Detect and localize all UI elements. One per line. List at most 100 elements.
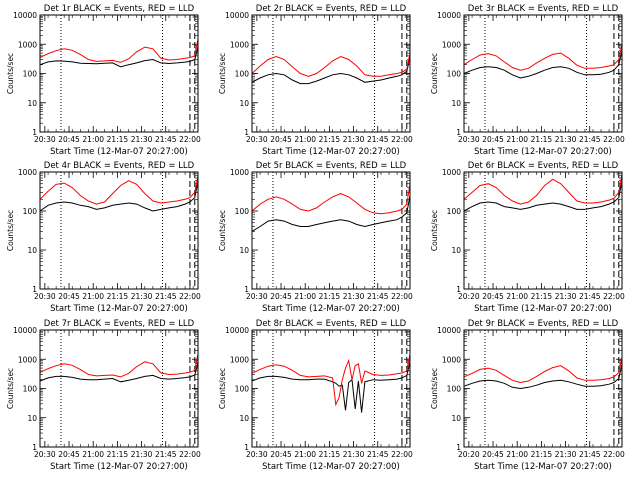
x-tick-label: 21:00 [294,450,316,459]
x-tick-label: 20:30 [246,292,268,301]
y-tick-label: 100 [23,70,38,79]
y-tick-label: 1 [456,443,461,452]
x-tick-label: 21:00 [82,450,104,459]
y-tick-label: 10 [27,246,37,255]
plot-frame [463,14,623,133]
x-tick-label: 22:00 [603,135,625,144]
x-tick-label: 21:30 [343,450,365,459]
series-line-lld [251,354,411,407]
series-line-lld [251,183,411,215]
x-tick-label: 20:20 [458,450,480,459]
panel-title: Det 2r BLACK = Events, RED = LLD [256,4,407,14]
x-tick-label: 21:45 [155,292,177,301]
series-line-events [251,361,411,413]
panel-title: Det 7r BLACK = Events, RED = LLD [44,319,195,329]
detector-panel-1: Det 1r BLACK = Events, RED = LLD Start Ti… [6,4,201,157]
y-tick-label: 10000 [225,326,249,335]
plot-frame [251,171,411,290]
detector-panel-6: Det 6r BLACK = Events, RED = LLD Start Ti… [430,161,625,314]
x-tick-label: 21:45 [579,292,601,301]
plot-frame [39,171,199,290]
y-tick-label: 10 [27,99,37,108]
x-tick-label: 21:45 [155,450,177,459]
series-line-lld [463,173,623,205]
y-tick-label: 1 [32,443,37,452]
x-tick-label: 21:00 [506,450,528,459]
y-tick-label: 1000 [18,355,37,364]
x-tick-label: 21:15 [107,450,129,459]
y-axis-label: Counts/sec [6,210,15,251]
y-tick-label: 1 [32,128,37,137]
x-axis-label: Start Time (12-Mar-07 20:27:00) [262,304,400,314]
x-tick-label: 21:30 [555,292,577,301]
x-tick-label: 21:00 [294,292,316,301]
x-tick-label: 22:00 [179,135,201,144]
x-tick-label: 21:30 [131,292,153,301]
detector-panel-3: Det 3r BLACK = Events, RED = LLD Start Ti… [430,4,625,157]
detector-panel-9: Det 9r BLACK = Events, RED = LLD Start Ti… [430,319,625,472]
y-tick-label: 100 [235,385,250,394]
x-tick-label: 21:15 [107,292,129,301]
y-axis-label: Counts/sec [6,53,15,94]
detector-panel-2: Det 2r BLACK = Events, RED = LLD Start Ti… [218,4,413,157]
y-tick-label: 10 [451,99,461,108]
panel-title: Det 8r BLACK = Events, RED = LLD [256,319,407,329]
y-tick-label: 100 [447,385,462,394]
x-tick-label: 20:45 [482,450,504,459]
plot-frame [251,14,411,133]
x-tick-label: 21:30 [343,292,365,301]
panel-title: Det 6r BLACK = Events, RED = LLD [468,161,619,171]
x-tick-label: 21:15 [107,135,129,144]
x-tick-label: 21:45 [579,135,601,144]
x-axis-label: Start Time (12-Mar-07 20:27:00) [262,462,400,472]
panel-title: Det 3r BLACK = Events, RED = LLD [468,4,619,14]
y-tick-label: 100 [23,207,38,216]
panel-title: Det 1r BLACK = Events, RED = LLD [44,4,195,14]
x-tick-label: 21:30 [555,450,577,459]
series-line-events [39,46,199,68]
x-axis-label: Start Time (12-Mar-07 20:27:00) [474,147,612,157]
x-tick-label: 22:00 [391,135,413,144]
y-tick-label: 10000 [437,11,461,20]
plot-frame [251,329,411,448]
x-tick-label: 22:00 [391,292,413,301]
x-axis-label: Start Time (12-Mar-07 20:27:00) [262,147,400,157]
y-axis-label: Counts/sec [218,368,227,409]
y-axis-label: Counts/sec [430,53,439,94]
y-tick-label: 10 [239,99,249,108]
x-tick-label: 21:15 [531,135,553,144]
x-tick-label: 21:15 [319,292,341,301]
x-tick-label: 22:00 [603,450,625,459]
y-tick-label: 1000 [18,168,37,177]
x-tick-label: 22:00 [179,450,201,459]
y-tick-label: 1 [456,128,461,137]
x-tick-label: 20:45 [58,135,80,144]
series-line-lld [463,356,623,384]
y-tick-label: 1 [244,285,249,294]
x-tick-label: 21:45 [367,135,389,144]
y-tick-label: 10 [451,414,461,423]
x-tick-label: 20:45 [482,292,504,301]
x-axis-label: Start Time (12-Mar-07 20:27:00) [50,304,188,314]
x-tick-label: 21:15 [319,450,341,459]
y-tick-label: 10 [451,246,461,255]
x-tick-label: 21:30 [555,135,577,144]
series-line-events [39,180,199,212]
x-tick-label: 20:30 [246,135,268,144]
detector-panel-4: Det 4r BLACK = Events, RED = LLD Start Ti… [6,161,201,314]
x-axis-label: Start Time (12-Mar-07 20:27:00) [50,147,188,157]
x-tick-label: 21:00 [82,135,104,144]
x-tick-label: 21:45 [579,450,601,459]
x-tick-label: 20:30 [34,292,56,301]
x-tick-label: 21:15 [531,450,553,459]
series-line-lld [463,44,623,71]
y-axis-label: Counts/sec [430,210,439,251]
series-line-lld [39,175,199,205]
y-tick-label: 10 [239,414,249,423]
y-tick-label: 1 [456,285,461,294]
x-tick-label: 21:15 [531,292,553,301]
y-tick-label: 1 [244,128,249,137]
detector-panel-5: Det 5r BLACK = Events, RED = LLD Start Ti… [218,161,413,314]
x-tick-label: 21:45 [367,292,389,301]
